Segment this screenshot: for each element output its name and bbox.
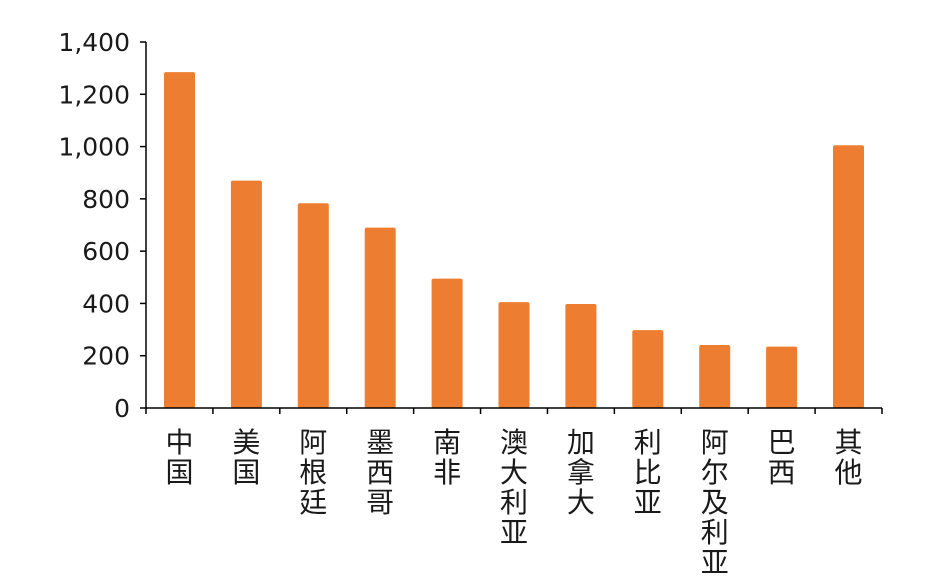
y-tick-label: 1,000 bbox=[58, 133, 130, 162]
x-tick-label: 南非 bbox=[433, 426, 461, 489]
x-tick-label: 中国 bbox=[165, 426, 193, 489]
bar-0 bbox=[164, 72, 195, 408]
bar-2 bbox=[297, 203, 329, 408]
y-tick-label: 1,400 bbox=[58, 28, 130, 57]
x-tick-label: 加拿大 bbox=[567, 426, 595, 519]
bar-1 bbox=[230, 180, 262, 408]
bar-10 bbox=[833, 145, 864, 409]
x-tick-label: 阿根廷 bbox=[299, 426, 327, 519]
bar-5 bbox=[498, 302, 530, 408]
bar-6 bbox=[565, 304, 597, 408]
x-tick-label: 巴西 bbox=[768, 426, 796, 489]
y-tick-label: 600 bbox=[82, 237, 130, 266]
y-tick-label: 400 bbox=[82, 289, 130, 318]
bar-9 bbox=[766, 346, 798, 408]
y-tick-label: 1,200 bbox=[58, 80, 130, 109]
x-tick-label: 利比亚 bbox=[634, 426, 662, 519]
bar-8 bbox=[699, 345, 731, 408]
x-tick-label: 美国 bbox=[232, 426, 260, 489]
axes-group bbox=[145, 42, 882, 409]
x-tick-label: 墨西哥 bbox=[366, 426, 394, 519]
y-axis-ticks: 0 200 400 600 800 1,000 1,200 1,400 bbox=[58, 28, 146, 423]
y-tick-label: 0 bbox=[114, 394, 130, 423]
y-tick-label: 800 bbox=[82, 185, 130, 214]
bar-3 bbox=[364, 227, 396, 408]
x-tick-label: 阿尔及利亚 bbox=[701, 426, 729, 578]
x-tick-label: 澳大利亚 bbox=[500, 426, 528, 549]
bar-4 bbox=[431, 278, 463, 408]
y-tick-label: 200 bbox=[82, 342, 130, 371]
bar-7 bbox=[632, 330, 664, 408]
x-tick-label: 其他 bbox=[835, 426, 863, 489]
bars-group bbox=[164, 72, 864, 409]
